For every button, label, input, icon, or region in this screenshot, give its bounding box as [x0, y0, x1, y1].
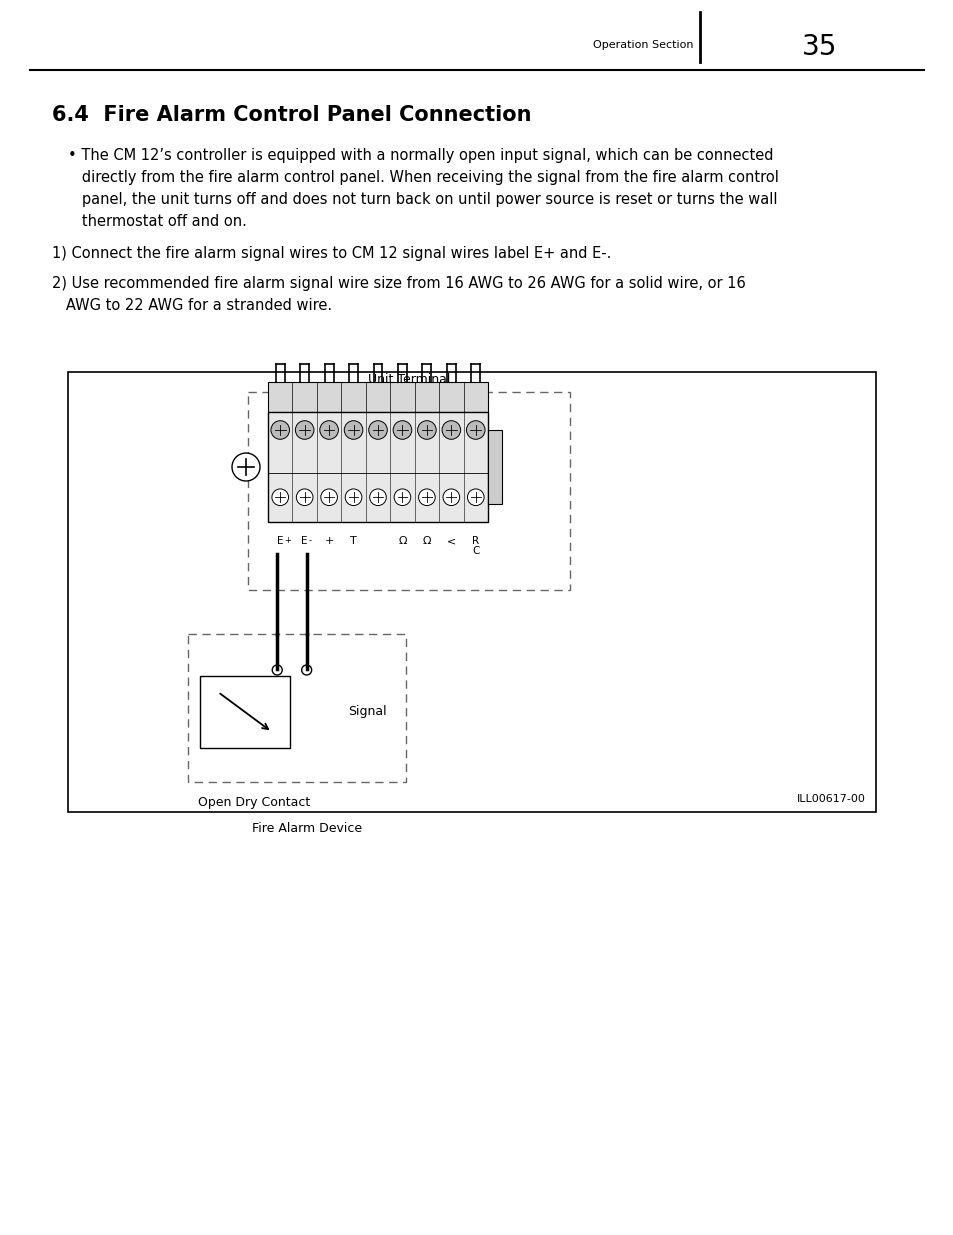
Bar: [68, 372, 875, 811]
Bar: [268, 412, 488, 522]
Text: Fire Alarm Device: Fire Alarm Device: [252, 823, 362, 835]
Circle shape: [271, 421, 289, 440]
Bar: [488, 430, 501, 504]
Text: Ω: Ω: [397, 536, 406, 546]
Circle shape: [272, 489, 288, 505]
Text: Unit Terminal: Unit Terminal: [368, 373, 450, 387]
Circle shape: [370, 489, 386, 505]
Text: directly from the fire alarm control panel. When receiving the signal from the f: directly from the fire alarm control pan…: [68, 170, 778, 185]
Circle shape: [319, 421, 338, 440]
Text: Open Dry Contact: Open Dry Contact: [198, 797, 310, 809]
Text: ILL00617-00: ILL00617-00: [797, 794, 865, 804]
Text: T: T: [350, 536, 356, 546]
Circle shape: [466, 421, 484, 440]
Text: E: E: [276, 536, 283, 546]
Circle shape: [417, 421, 436, 440]
Bar: [188, 634, 406, 782]
Circle shape: [393, 421, 412, 440]
Text: E: E: [301, 536, 308, 546]
Text: 35: 35: [801, 33, 837, 61]
Text: Operation Section: Operation Section: [593, 40, 693, 49]
Text: 1) Connect the fire alarm signal wires to CM 12 signal wires label E+ and E-.: 1) Connect the fire alarm signal wires t…: [52, 246, 611, 261]
Text: -: -: [309, 536, 312, 545]
Text: Ω: Ω: [422, 536, 431, 546]
Bar: [200, 676, 290, 748]
Circle shape: [418, 489, 435, 505]
Circle shape: [232, 453, 260, 480]
Bar: [268, 382, 488, 412]
Circle shape: [344, 421, 362, 440]
Circle shape: [442, 489, 459, 505]
Circle shape: [345, 489, 361, 505]
Circle shape: [301, 664, 312, 676]
Text: • The CM 12’s controller is equipped with a normally open input signal, which ca: • The CM 12’s controller is equipped wit…: [68, 148, 773, 163]
Text: Signal: Signal: [348, 705, 386, 719]
Circle shape: [467, 489, 483, 505]
Circle shape: [441, 421, 460, 440]
Text: 2) Use recommended fire alarm signal wire size from 16 AWG to 26 AWG for a solid: 2) Use recommended fire alarm signal wir…: [52, 275, 745, 291]
Text: <: <: [446, 536, 456, 546]
Text: +: +: [284, 536, 291, 545]
Circle shape: [394, 489, 411, 505]
Circle shape: [368, 421, 387, 440]
Circle shape: [272, 664, 282, 676]
Text: R: R: [472, 536, 478, 546]
Circle shape: [320, 489, 337, 505]
Circle shape: [296, 489, 313, 505]
Text: +: +: [324, 536, 334, 546]
Text: thermostat off and on.: thermostat off and on.: [68, 214, 247, 228]
Text: C: C: [472, 546, 479, 556]
Text: panel, the unit turns off and does not turn back on until power source is reset : panel, the unit turns off and does not t…: [68, 191, 777, 207]
Circle shape: [295, 421, 314, 440]
Text: AWG to 22 AWG for a stranded wire.: AWG to 22 AWG for a stranded wire.: [52, 298, 332, 312]
Text: 6.4  Fire Alarm Control Panel Connection: 6.4 Fire Alarm Control Panel Connection: [52, 105, 531, 125]
Bar: [248, 391, 569, 590]
